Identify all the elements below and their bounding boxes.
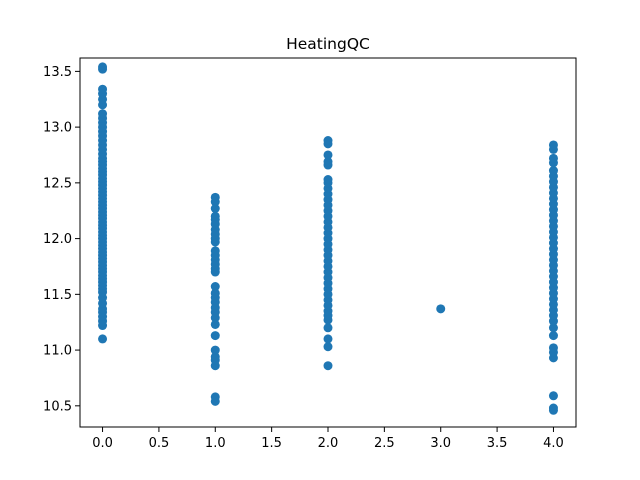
- y-tick-label: 12.0: [43, 232, 72, 247]
- y-tick-label: 10.5: [43, 399, 72, 414]
- data-point: [323, 342, 333, 352]
- y-axis: 10.5 11.0 11.5 12.0 12.5 13.0 13.5: [43, 65, 80, 414]
- data-point: [548, 323, 558, 333]
- x-tick-label: 1.0: [205, 436, 226, 451]
- y-tick-label: 12.5: [43, 176, 72, 191]
- data-point: [210, 288, 220, 298]
- data-point: [98, 334, 108, 344]
- data-point: [210, 331, 220, 341]
- data-point: [548, 391, 558, 401]
- data-point: [323, 361, 333, 371]
- x-tick-label: 4.0: [543, 436, 564, 451]
- x-tick-label: 3.5: [487, 436, 508, 451]
- x-tick-label: 0.0: [92, 436, 113, 451]
- x-tick-label: 0.5: [149, 436, 170, 451]
- y-tick-label: 13.0: [43, 121, 72, 136]
- data-point: [548, 343, 558, 353]
- data-point: [548, 140, 558, 150]
- data-point: [323, 175, 333, 185]
- chart-title: HeatingQC: [286, 35, 370, 53]
- data-point: [210, 352, 220, 362]
- y-tick-label: 13.5: [43, 65, 72, 80]
- data-point: [548, 403, 558, 413]
- data-point: [98, 62, 108, 72]
- y-tick-label: 11.5: [43, 288, 72, 303]
- data-point: [436, 304, 446, 314]
- data-point: [323, 157, 333, 167]
- data-point: [548, 153, 558, 163]
- data-points: [98, 62, 558, 415]
- x-tick-label: 1.5: [261, 436, 282, 451]
- data-point: [210, 204, 220, 213]
- plot-frame: [79, 57, 577, 428]
- x-axis: 0.0 0.5 1.0 1.5 2.0 2.5 3.0 3.5 4.0: [92, 427, 564, 451]
- data-point: [323, 150, 333, 160]
- data-point: [210, 211, 220, 221]
- data-point: [210, 392, 220, 402]
- data-point: [323, 136, 333, 145]
- y-tick-label: 11.0: [43, 344, 72, 359]
- data-point: [210, 282, 220, 292]
- data-point: [210, 192, 220, 202]
- data-point: [323, 334, 333, 344]
- x-tick-label: 3.0: [430, 436, 451, 451]
- data-point: [210, 345, 220, 355]
- data-point: [210, 319, 220, 329]
- x-tick-label: 2.5: [374, 436, 395, 451]
- data-point: [98, 109, 108, 119]
- data-point: [548, 331, 558, 341]
- data-point: [323, 323, 333, 333]
- x-tick-label: 2.0: [318, 436, 339, 451]
- data-point: [548, 166, 558, 176]
- data-point: [210, 246, 220, 256]
- data-point: [98, 84, 108, 94]
